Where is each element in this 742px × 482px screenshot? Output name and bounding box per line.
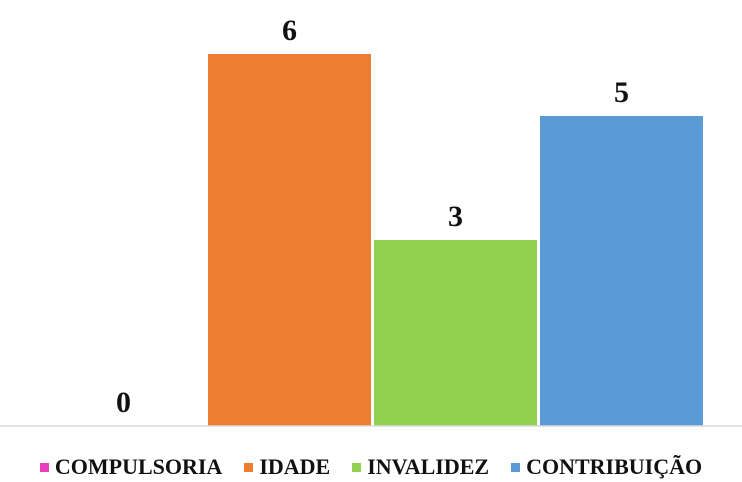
- data-label-idade: 6: [282, 14, 297, 47]
- legend-label-compulsoria: COMPULSORIA: [54, 454, 223, 479]
- bar-idade: [208, 54, 371, 426]
- bar-contribuicao: [540, 116, 703, 426]
- data-label-invalidez: 3: [448, 200, 463, 233]
- legend-item-idade: IDADE: [244, 454, 330, 480]
- legend-item-invalidez: INVALIDEZ: [352, 454, 489, 480]
- legend-item-contribuicao: CONTRIBUIÇÃO: [511, 454, 702, 480]
- legend: COMPULSORIA IDADE INVALIDEZ CONTRIBUIÇÃO: [0, 452, 742, 482]
- legend-swatch-contribuicao: [511, 462, 521, 472]
- legend-swatch-invalidez: [352, 462, 362, 472]
- bar-invalidez: [374, 240, 537, 426]
- data-label-contribuicao: 5: [614, 76, 629, 109]
- legend-label-invalidez: INVALIDEZ: [367, 454, 490, 479]
- data-label-compulsoria: 0: [116, 386, 131, 419]
- legend-label-idade: IDADE: [259, 454, 331, 479]
- legend-item-compulsoria: COMPULSORIA: [39, 454, 223, 480]
- legend-label-contribuicao: CONTRIBUIÇÃO: [526, 454, 703, 479]
- legend-swatch-compulsoria: [39, 462, 49, 472]
- legend-swatch-idade: [244, 462, 254, 472]
